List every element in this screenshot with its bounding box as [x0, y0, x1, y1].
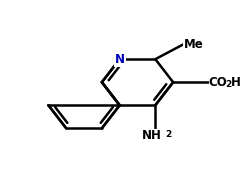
Text: 2: 2 — [165, 130, 171, 139]
Text: H: H — [230, 76, 240, 89]
Text: 2: 2 — [225, 80, 232, 89]
Text: CO: CO — [209, 76, 228, 89]
Text: N: N — [115, 53, 125, 66]
Bar — [114, 55, 125, 63]
Text: NH: NH — [142, 129, 162, 142]
Text: Me: Me — [184, 38, 204, 51]
